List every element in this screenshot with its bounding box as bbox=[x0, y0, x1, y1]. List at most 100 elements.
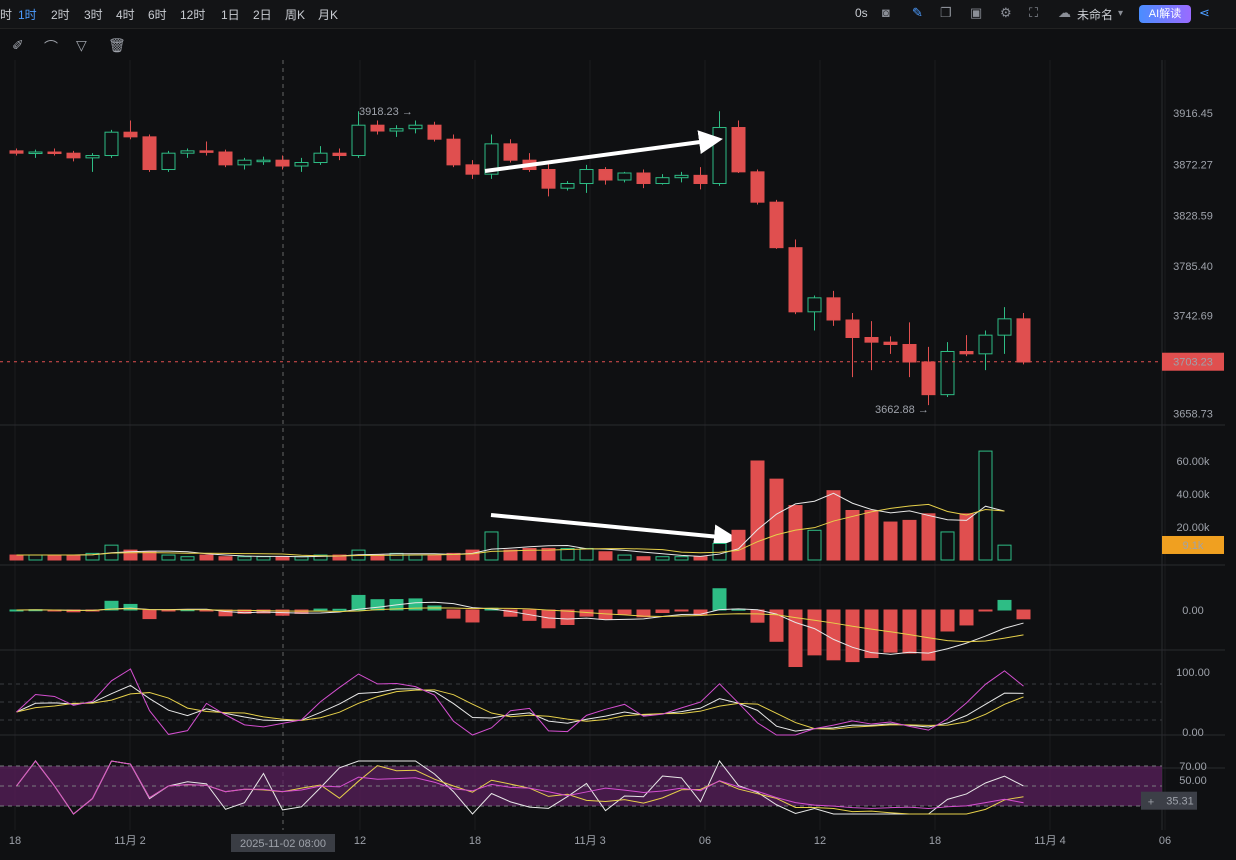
volume-bar bbox=[180, 556, 195, 561]
candle-body bbox=[256, 159, 271, 163]
chart-area[interactable]: 3703.23 3916.45 3872.27 3828.59 3785.40 3742.… bbox=[0, 60, 1236, 860]
chevron-down-icon[interactable]: ▾ bbox=[1118, 8, 1124, 19]
volume-bar bbox=[28, 554, 43, 561]
candle-body bbox=[997, 318, 1012, 336]
fullscreen-icon[interactable]: ⛶ bbox=[1029, 5, 1039, 20]
price-axis-tick: 3742.69 bbox=[1173, 311, 1213, 323]
volume-bar bbox=[693, 556, 708, 561]
timeframe-6h[interactable]: 6时 bbox=[148, 8, 167, 22]
screen-icon[interactable]: ▣ bbox=[970, 5, 983, 20]
macd-histogram-bar bbox=[959, 609, 974, 626]
volume-bar bbox=[940, 531, 955, 561]
price-axis-tick: 3872.27 bbox=[1173, 160, 1213, 172]
volume-bar bbox=[66, 554, 81, 561]
x-axis-tick: 06 bbox=[699, 835, 711, 847]
macd-histogram-bar bbox=[655, 609, 670, 614]
timeframe-1h[interactable]: 1时 bbox=[18, 8, 37, 22]
candle-body bbox=[655, 177, 670, 185]
volume-bar bbox=[142, 551, 157, 561]
candle-body bbox=[123, 131, 138, 138]
candle-body bbox=[313, 152, 328, 164]
volume-bar bbox=[199, 554, 214, 561]
timeframe-12h[interactable]: 12时 bbox=[180, 8, 206, 22]
volume-bar bbox=[826, 490, 841, 561]
macd-histogram-bar bbox=[617, 609, 632, 615]
macd-histogram-bar bbox=[636, 609, 651, 618]
timeframe-week[interactable]: 周K bbox=[285, 8, 306, 22]
volume-bar bbox=[883, 521, 898, 561]
edit-icon[interactable]: ✐ bbox=[12, 37, 24, 53]
macd-histogram-bar bbox=[940, 609, 955, 632]
macd-dea-line bbox=[16, 607, 1024, 643]
candle-body bbox=[408, 124, 423, 130]
volume-bar bbox=[731, 529, 746, 561]
camera-icon[interactable]: ◙ bbox=[882, 5, 890, 20]
countdown: 0s bbox=[855, 6, 868, 20]
volume-bar bbox=[769, 478, 784, 561]
macd-histogram-bar bbox=[921, 609, 936, 661]
settings-icon[interactable]: ⚙ bbox=[1000, 5, 1012, 20]
candle-body bbox=[237, 159, 252, 166]
candle-body bbox=[389, 128, 404, 132]
candle-body bbox=[503, 143, 518, 161]
timeframe-2d[interactable]: 2日 bbox=[253, 8, 272, 22]
macd-histogram-bar bbox=[503, 609, 518, 617]
candle-body bbox=[370, 124, 385, 132]
candle-body bbox=[788, 247, 803, 313]
candle-body bbox=[427, 124, 442, 140]
candle-body bbox=[28, 151, 43, 155]
volume-current-tag: 9.1k bbox=[1183, 540, 1204, 552]
layout-name[interactable]: 未命名 bbox=[1077, 8, 1114, 22]
ai-interpret-button[interactable]: AI解读 bbox=[1139, 5, 1191, 23]
volume-bar bbox=[465, 549, 480, 561]
volume-axis-tick: 20.00k bbox=[1176, 522, 1210, 534]
volume-bar bbox=[313, 554, 328, 561]
timeframe-month[interactable]: 月K bbox=[318, 8, 339, 22]
crosshair-time-bg bbox=[231, 834, 335, 852]
rsi-current-tag: 35.31 bbox=[1166, 796, 1194, 808]
volume-bar bbox=[921, 513, 936, 561]
candle-body bbox=[769, 201, 784, 249]
drawing-toolbar: ✐ ⌒ ▽ 🗑 bbox=[0, 32, 200, 60]
candle-body bbox=[731, 127, 746, 173]
candle-body bbox=[712, 127, 727, 185]
copy-icon[interactable]: ❐ bbox=[940, 5, 952, 20]
share-icon[interactable]: ⋖ bbox=[1199, 5, 1210, 20]
volume-bar bbox=[864, 510, 879, 561]
trash-icon[interactable]: 🗑 bbox=[108, 37, 126, 53]
volume-ma10-line bbox=[16, 503, 1005, 557]
candle-body bbox=[199, 150, 214, 153]
magnet-icon[interactable]: ⌒ bbox=[44, 39, 58, 55]
macd-histogram-bar bbox=[560, 609, 575, 625]
volume-axis-tick: 40.00k bbox=[1176, 489, 1210, 501]
macd-histogram-bar bbox=[902, 609, 917, 654]
volume-bar bbox=[237, 556, 252, 561]
volume-bar bbox=[978, 450, 993, 561]
volume-bar bbox=[997, 544, 1012, 561]
volume-bar bbox=[9, 554, 24, 561]
macd-histogram-bar bbox=[769, 609, 784, 642]
candle-body bbox=[218, 151, 233, 166]
timeframe-1d[interactable]: 1日 bbox=[221, 8, 240, 22]
candle-body bbox=[560, 183, 575, 189]
candle-body bbox=[180, 150, 195, 154]
x-axis-tick: 18 bbox=[469, 835, 481, 847]
timeframe-2h[interactable]: 2时 bbox=[51, 8, 70, 22]
candle-body bbox=[446, 138, 461, 166]
candle-body bbox=[161, 152, 176, 171]
macd-histogram-bar bbox=[997, 599, 1012, 611]
timeframe-4h[interactable]: 4时 bbox=[116, 8, 135, 22]
candle-body bbox=[1016, 318, 1031, 363]
x-axis-tick: 18 bbox=[9, 835, 21, 847]
timeframe-fragment[interactable]: 时 bbox=[0, 8, 13, 22]
pen-icon[interactable]: ✎ bbox=[912, 5, 923, 20]
candle-body bbox=[864, 336, 879, 343]
timeframe-3h[interactable]: 3时 bbox=[84, 8, 103, 22]
volume-bar bbox=[522, 547, 537, 561]
volume-bar bbox=[845, 510, 860, 561]
filter-icon[interactable]: ▽ bbox=[76, 37, 87, 53]
candle-body bbox=[351, 124, 366, 157]
current-price-tag-bg bbox=[1162, 352, 1224, 371]
cloud-icon: ☁ bbox=[1058, 5, 1071, 20]
candle-body bbox=[541, 169, 556, 189]
